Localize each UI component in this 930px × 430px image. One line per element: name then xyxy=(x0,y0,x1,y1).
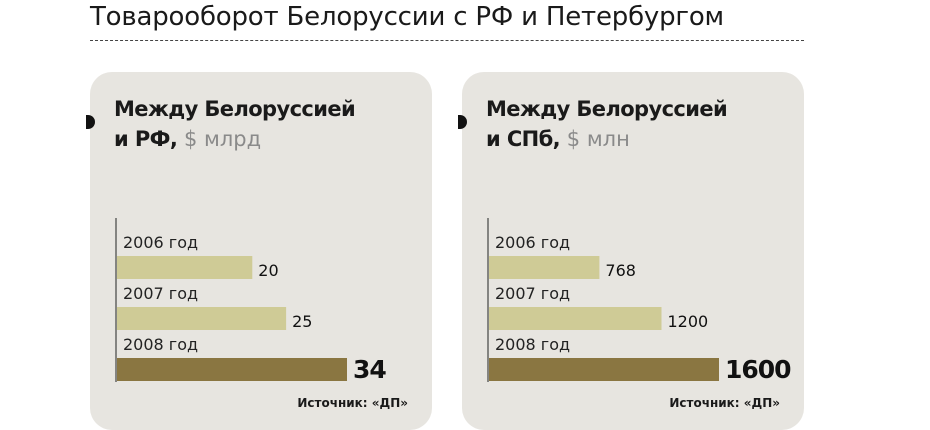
bullet-marker xyxy=(86,115,95,129)
category-label: 2008 год xyxy=(495,335,570,354)
bar xyxy=(489,256,600,279)
panel-unit: $ млн xyxy=(566,127,630,151)
page-title: Товарооборот Белоруссии с РФ и Петербург… xyxy=(90,2,724,32)
category-label: 2007 год xyxy=(495,284,570,303)
bullet-marker xyxy=(458,115,467,129)
source-note: Источник: «ДП» xyxy=(297,396,408,410)
bar-chart-spb: 2006 год 768 2007 год 1200 2008 год 1600 xyxy=(487,218,792,384)
bar xyxy=(117,307,287,330)
bar xyxy=(117,358,347,381)
bar xyxy=(489,358,719,381)
category-label: 2006 год xyxy=(123,233,198,252)
title-dashed-rule xyxy=(90,40,804,41)
panel-heading-line2: и СПб, xyxy=(486,127,561,151)
value-label: 1600 xyxy=(725,355,791,384)
chart-panel-spb: Между Белоруссией и СПб, $ млн 2006 год 7… xyxy=(458,72,804,430)
value-label: 25 xyxy=(292,312,312,331)
panel-heading-line1: Между Белоруссией xyxy=(486,97,728,121)
panel-unit: $ млрд xyxy=(183,127,262,151)
panel-heading-line1: Между Белоруссией xyxy=(114,97,356,121)
category-label: 2006 год xyxy=(495,233,570,252)
panel-heading: Между Белоруссией и СПб, $ млн xyxy=(486,94,728,154)
bar xyxy=(489,307,662,330)
bar xyxy=(117,256,253,279)
panel-heading: Между Белоруссией и РФ, $ млрд xyxy=(114,94,356,154)
value-label: 768 xyxy=(605,261,636,280)
chart-panel-rf: Между Белоруссией и РФ, $ млрд 2006 год 2… xyxy=(86,72,432,430)
value-label: 20 xyxy=(258,261,278,280)
source-note: Источник: «ДП» xyxy=(669,396,780,410)
bar-chart-rf: 2006 год 20 2007 год 25 2008 год 34 xyxy=(115,218,387,384)
value-label: 1200 xyxy=(668,312,709,331)
value-label: 34 xyxy=(353,355,386,384)
panel-heading-line2: и РФ, xyxy=(114,127,178,151)
category-label: 2007 год xyxy=(123,284,198,303)
category-label: 2008 год xyxy=(123,335,198,354)
